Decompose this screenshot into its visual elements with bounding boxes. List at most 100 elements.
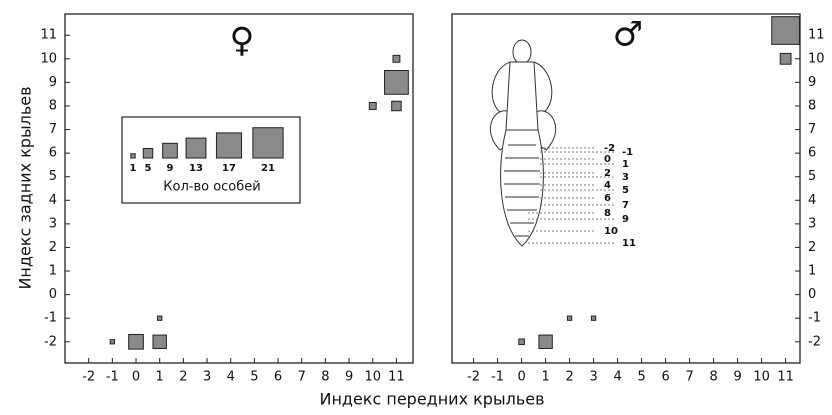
- y-tick-label: 2: [808, 240, 816, 255]
- point: [391, 100, 402, 112]
- segment-label: 4: [604, 180, 611, 191]
- x-tick-label: 0: [517, 370, 525, 385]
- x-tick-label: -2: [82, 370, 95, 385]
- x-tick-label: 8: [321, 370, 329, 385]
- y-tick-label: 7: [808, 122, 816, 137]
- point: [152, 334, 167, 349]
- legend-label: 5: [145, 163, 152, 174]
- point: [518, 338, 525, 346]
- x-tick-label: 2: [565, 370, 573, 385]
- point: [368, 102, 377, 110]
- legend-label: 1: [130, 163, 137, 174]
- segment-label: 9: [622, 214, 629, 225]
- x-tick-label: 4: [613, 370, 621, 385]
- segment-label: 1: [622, 159, 629, 170]
- plot-frame: [451, 13, 801, 364]
- point: [566, 315, 573, 321]
- y-tick-label: 0: [49, 287, 57, 302]
- point: [384, 69, 409, 95]
- legend-label: 21: [261, 163, 275, 174]
- x-tick-label: 10: [364, 370, 381, 385]
- sex-symbol: ♂: [613, 15, 643, 55]
- segment-label: 6: [604, 193, 611, 204]
- x-tick-label: 5: [250, 370, 258, 385]
- y-tick-label: -2: [44, 334, 57, 349]
- y-tick-label: 10: [40, 51, 57, 66]
- x-tick-label: 3: [203, 370, 211, 385]
- x-tick-label: 7: [298, 370, 306, 385]
- segment-label: 11: [622, 238, 636, 249]
- point: [771, 16, 800, 45]
- y-tick-label: 0: [808, 287, 816, 302]
- y-tick-label: 6: [49, 146, 57, 161]
- segment-label: -1: [622, 147, 633, 158]
- y-tick-label: 8: [808, 98, 816, 113]
- y-tick-label: 2: [49, 240, 57, 255]
- x-tick-label: 8: [709, 370, 717, 385]
- x-tick-label: 6: [661, 370, 669, 385]
- y-tick-label: 11: [808, 28, 825, 43]
- x-tick-label: -1: [106, 370, 119, 385]
- point: [109, 339, 115, 345]
- legend-swatch: [162, 142, 178, 159]
- segment-label: 2: [604, 168, 611, 179]
- legend-swatch: [185, 137, 207, 159]
- x-tick-label: -1: [491, 370, 504, 385]
- segment-label: 8: [604, 208, 611, 219]
- segment-label: 0: [604, 154, 611, 165]
- y-tick-label: 10: [808, 51, 825, 66]
- x-tick-label: 9: [345, 370, 353, 385]
- x-tick-label: -2: [467, 370, 480, 385]
- x-tick-label: 1: [156, 370, 164, 385]
- point: [590, 315, 597, 321]
- y-tick-label: 9: [808, 75, 816, 90]
- legend-label: 17: [222, 163, 236, 174]
- x-axis-label: Индекс передних крыльев: [319, 390, 544, 409]
- segment-label: -2: [604, 143, 615, 154]
- plot-frame: [64, 13, 414, 364]
- y-tick-label: 11: [40, 28, 57, 43]
- insect-drawing: [489, 39, 557, 247]
- x-tick-label: 9: [733, 370, 741, 385]
- x-tick-label: 1: [541, 370, 549, 385]
- y-tick-label: 1: [49, 264, 57, 279]
- legend-swatch: [252, 127, 284, 159]
- point: [157, 315, 163, 321]
- x-tick-label: 5: [637, 370, 645, 385]
- x-tick-label: 7: [685, 370, 693, 385]
- y-tick-label: 7: [49, 122, 57, 137]
- y-tick-label: 1: [808, 264, 816, 279]
- point: [538, 334, 553, 349]
- x-tick-label: 2: [179, 370, 187, 385]
- y-tick-label: 4: [808, 193, 816, 208]
- segment-label: 10: [604, 226, 618, 237]
- segment-label: 7: [622, 200, 629, 211]
- y-tick-label: 3: [49, 216, 57, 231]
- y-tick-label: 5: [808, 169, 816, 184]
- x-tick-label: 0: [132, 370, 140, 385]
- y-tick-label: 3: [808, 216, 816, 231]
- y-tick-label: -1: [44, 311, 57, 326]
- x-tick-label: 6: [274, 370, 282, 385]
- y-tick-label: 5: [49, 169, 57, 184]
- legend-title: Кол-во особей: [163, 180, 260, 195]
- legend-swatch: [142, 148, 154, 159]
- y-tick-label: -2: [808, 334, 821, 349]
- point: [128, 333, 144, 350]
- segment-label: 5: [622, 185, 629, 196]
- x-tick-label: 11: [388, 370, 405, 385]
- point: [779, 52, 792, 65]
- x-tick-label: 10: [753, 370, 770, 385]
- y-tick-label: 8: [49, 98, 57, 113]
- segment-label: 3: [622, 172, 629, 183]
- y-tick-label: 4: [49, 193, 57, 208]
- x-tick-label: 11: [777, 370, 794, 385]
- legend-swatch: [215, 132, 243, 159]
- point: [392, 54, 401, 63]
- y-axis-label: Индекс задних крыльев: [16, 86, 35, 289]
- y-tick-label: -1: [808, 311, 821, 326]
- y-tick-label: 6: [808, 146, 816, 161]
- legend-label: 9: [167, 163, 174, 174]
- y-tick-label: 9: [49, 75, 57, 90]
